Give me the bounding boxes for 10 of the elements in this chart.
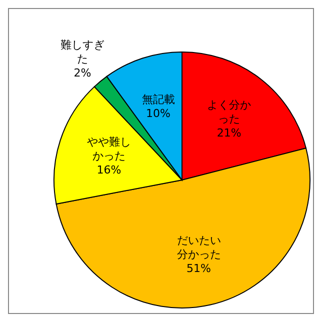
slice-label: よく分かった <box>207 98 252 126</box>
data-label: 51% <box>186 262 211 275</box>
slice-label: だいたい分かった <box>176 234 221 261</box>
slice-label: やや難しかった <box>86 135 131 162</box>
slice-label: 難しすぎた <box>60 38 104 66</box>
data-label: 2% <box>74 66 92 80</box>
data-label: 21% <box>216 126 242 140</box>
data-label: 16% <box>96 163 122 176</box>
data-label: 10% <box>146 106 170 120</box>
slice-label: 無記載 <box>142 92 175 106</box>
